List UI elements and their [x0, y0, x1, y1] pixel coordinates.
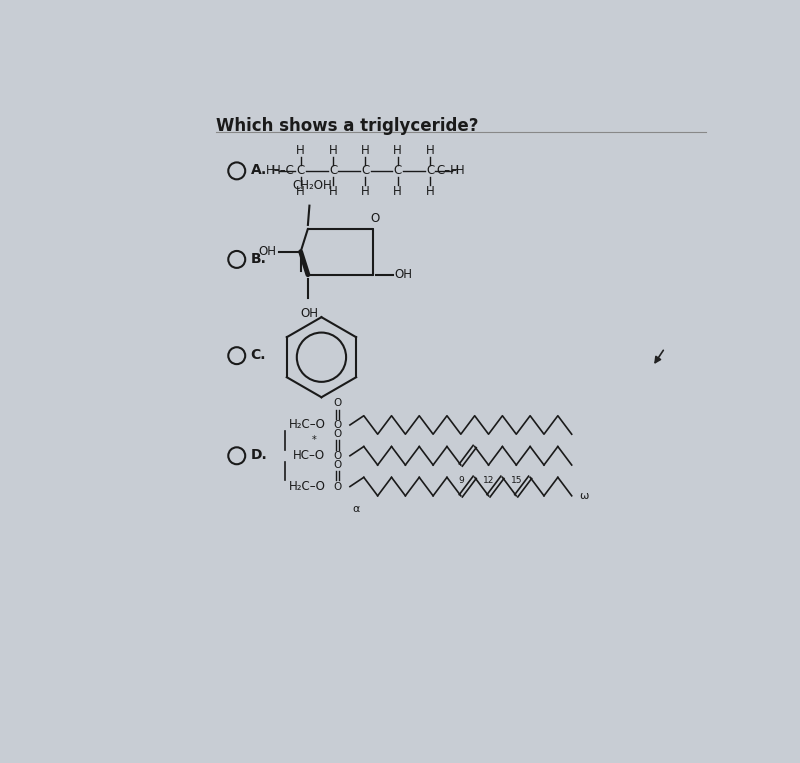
Text: CH₂OH: CH₂OH	[292, 179, 332, 192]
Text: ω: ω	[579, 491, 589, 501]
Text: D.: D.	[250, 448, 267, 462]
Text: B.: B.	[250, 252, 266, 266]
Text: H–: H–	[266, 164, 280, 177]
Text: H: H	[296, 143, 305, 156]
Text: H₂C–O: H₂C–O	[289, 480, 326, 493]
Text: O: O	[334, 451, 342, 461]
Text: O: O	[334, 481, 342, 491]
Text: 12: 12	[483, 476, 494, 485]
Text: H₂C–O: H₂C–O	[289, 418, 326, 431]
Text: OH: OH	[394, 268, 412, 282]
Text: H: H	[361, 185, 370, 198]
Text: HC–O: HC–O	[293, 449, 326, 462]
Text: Which shows a triglyceride?: Which shows a triglyceride?	[216, 117, 478, 135]
Text: C: C	[426, 164, 434, 177]
Text: C: C	[362, 164, 370, 177]
Text: O: O	[334, 430, 342, 439]
Text: OH: OH	[301, 307, 318, 320]
Text: O: O	[370, 212, 380, 225]
Text: 15: 15	[510, 476, 522, 485]
Text: H: H	[394, 185, 402, 198]
Text: O: O	[334, 460, 342, 470]
Text: 9: 9	[458, 476, 464, 485]
Text: –H: –H	[450, 164, 465, 177]
Text: C: C	[297, 164, 305, 177]
Text: α: α	[353, 504, 360, 513]
Text: H: H	[296, 185, 305, 198]
Text: C: C	[329, 164, 337, 177]
Text: H–C: H–C	[272, 164, 294, 177]
Text: H: H	[426, 143, 434, 156]
Text: H: H	[361, 143, 370, 156]
Text: C.: C.	[250, 348, 266, 362]
Text: O: O	[334, 398, 342, 408]
Text: *: *	[312, 435, 317, 445]
Text: C: C	[394, 164, 402, 177]
Text: A.: A.	[250, 163, 267, 177]
Text: H: H	[394, 143, 402, 156]
Text: H: H	[329, 185, 338, 198]
Text: OH: OH	[258, 245, 277, 258]
Text: H: H	[329, 143, 338, 156]
Text: O: O	[334, 420, 342, 430]
Text: C–H: C–H	[436, 164, 459, 177]
Text: H: H	[426, 185, 434, 198]
